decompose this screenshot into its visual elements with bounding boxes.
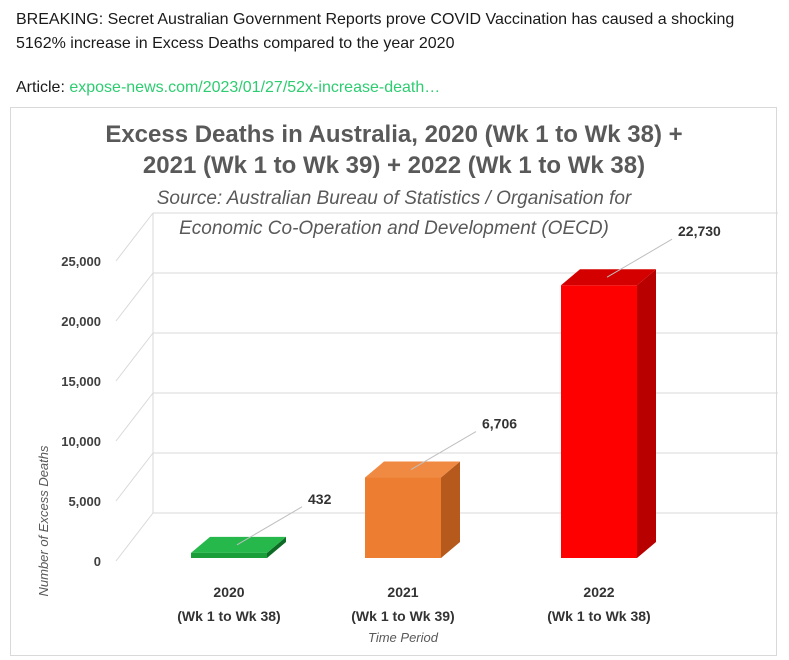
bar-top	[561, 269, 656, 286]
bar-front	[561, 285, 637, 558]
x-category-year: 2021	[387, 584, 418, 600]
data-label: 432	[308, 491, 332, 507]
bar-top	[365, 461, 460, 478]
bar-side	[637, 269, 656, 558]
bars	[191, 269, 656, 558]
article-prefix: Article:	[16, 79, 70, 96]
data-label: 6,706	[482, 416, 517, 432]
y-tick-label: 25,000	[61, 254, 101, 269]
chart-image: Excess Deaths in Australia, 2020 (Wk 1 t…	[10, 107, 778, 656]
y-tick-label: 15,000	[61, 374, 101, 389]
x-axis-categories: 2020 (Wk 1 to Wk 38) 2021 (Wk 1 to Wk 39) 20…	[177, 584, 650, 624]
bar-top	[191, 536, 286, 553]
x-category-year: 2022	[583, 584, 614, 600]
article-line: Article: expose-news.com/2023/01/27/52x-…	[16, 76, 440, 100]
chart-title-line1: Excess Deaths in Australia, 2020 (Wk 1 t…	[105, 121, 682, 148]
chart-subtitle-line2: Economic Co-Operation and Development (O…	[179, 218, 609, 239]
data-label-leader	[410, 431, 477, 470]
post-body: BREAKING: Secret Australian Government R…	[16, 8, 776, 56]
x-category-year: 2020	[213, 584, 244, 600]
x-axis-label: Time Period	[368, 630, 439, 645]
data-labels: 432 6,706 22,730	[236, 223, 721, 546]
excess-deaths-chart: Excess Deaths in Australia, 2020 (Wk 1 t…	[36, 121, 778, 645]
bar-front	[191, 552, 267, 558]
x-category-period: (Wk 1 to Wk 39)	[351, 608, 454, 624]
x-category-period: (Wk 1 to Wk 38)	[177, 608, 280, 624]
y-axis-label: Number of Excess Deaths	[36, 445, 51, 597]
data-label-leader	[236, 506, 303, 546]
chart-title-line2: 2021 (Wk 1 to Wk 39) + 2022 (Wk 1 to Wk …	[143, 152, 645, 179]
y-tick-label: 0	[94, 554, 101, 569]
grid-line-depth	[115, 392, 154, 442]
post-headline: BREAKING: Secret Australian Government R…	[16, 11, 735, 52]
chart-subtitle-line1: Source: Australian Bureau of Statistics …	[157, 188, 632, 209]
grid-lines	[115, 212, 778, 562]
grid-line-depth	[115, 212, 154, 262]
y-tick-label: 10,000	[61, 434, 101, 449]
y-tick-label: 20,000	[61, 314, 101, 329]
article-link[interactable]: expose-news.com/2023/01/27/52x-increase-…	[69, 79, 441, 96]
grid-line-depth	[115, 512, 154, 562]
bar-side	[267, 536, 286, 558]
grid-line-depth	[115, 332, 154, 382]
y-tick-label: 5,000	[68, 494, 101, 509]
grid-line-depth	[115, 272, 154, 322]
grid-line-depth	[115, 452, 154, 502]
bar-front	[365, 477, 441, 558]
data-label-leader	[606, 238, 673, 278]
y-axis-ticks: 0 5,000 10,000 15,000 20,000 25,000	[61, 254, 101, 569]
data-label: 22,730	[678, 223, 721, 239]
bar-side	[441, 461, 460, 558]
x-category-period: (Wk 1 to Wk 38)	[547, 608, 650, 624]
